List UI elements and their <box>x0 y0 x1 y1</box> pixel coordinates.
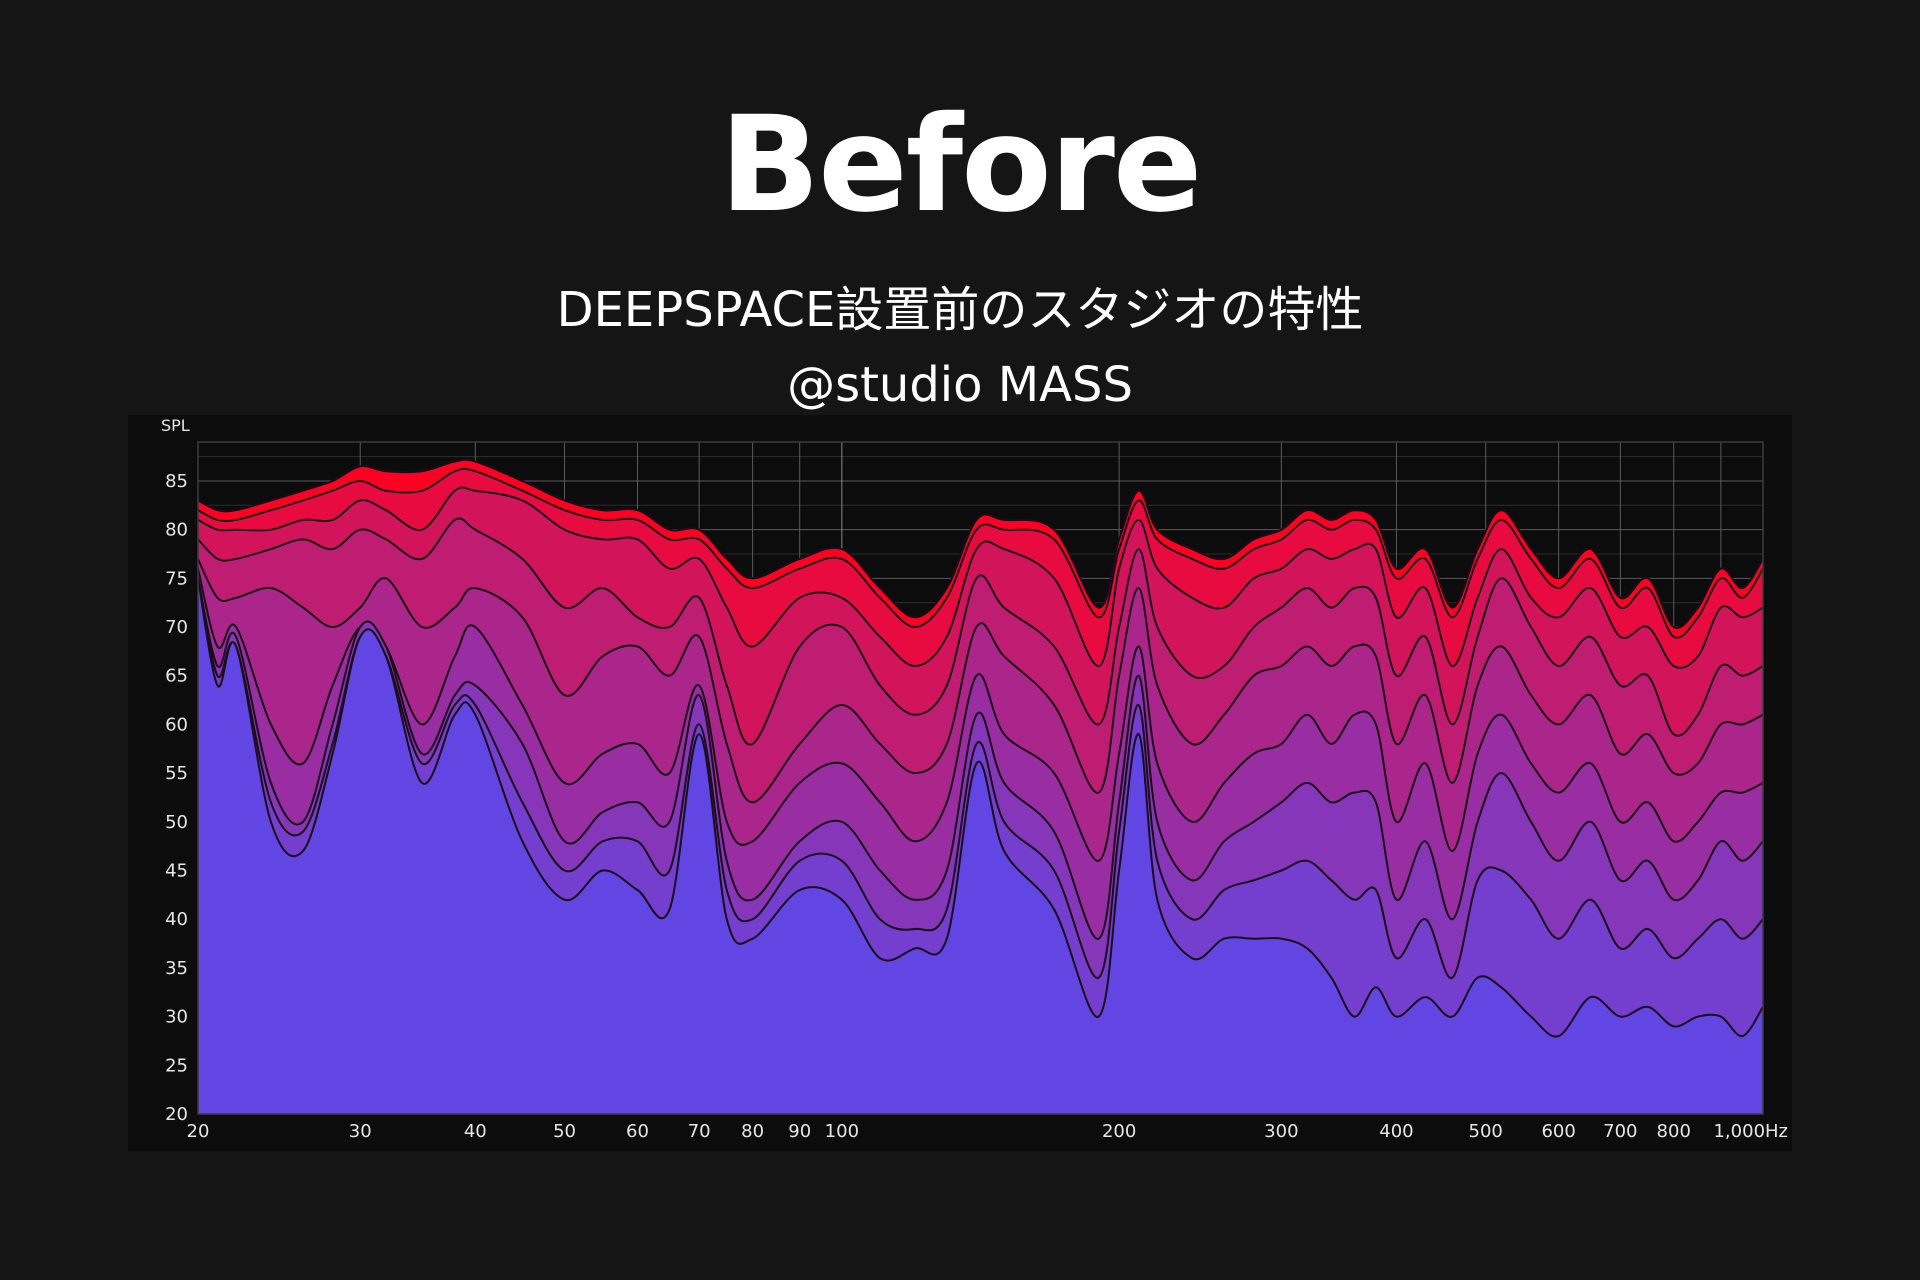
y-tick-label: 20 <box>165 1104 188 1125</box>
y-tick-label: 75 <box>165 568 188 589</box>
x-tick-label: 200 <box>1102 1121 1136 1142</box>
x-tick-label: 80 <box>741 1121 764 1142</box>
y-tick-label: 80 <box>165 520 188 541</box>
x-tick-label: 800 <box>1657 1121 1691 1142</box>
x-tick-labels: 20 30 40 50 60 70 80 90 100 200 300 400 500 600 700 800… <box>187 1121 1788 1142</box>
waterfall-slice-outline-5 <box>198 558 1763 804</box>
y-tick-label: 60 <box>165 714 188 735</box>
x-tick-label: 40 <box>464 1121 487 1142</box>
x-tick-label: 20 <box>187 1121 210 1142</box>
x-tick-label: 50 <box>553 1121 576 1142</box>
waterfall-slice-outline-9 <box>198 578 1763 1038</box>
waterfall-slice-outline-8 <box>198 578 1763 979</box>
x-tick-label: 1,000Hz <box>1713 1121 1788 1142</box>
x-tick-label: 400 <box>1379 1121 1413 1142</box>
series-layer <box>198 458 1763 1114</box>
page-subtitle: DEEPSPACE設置前のスタジオの特性 <box>556 282 1364 338</box>
y-tick-label: 40 <box>165 909 188 930</box>
y-tick-label: 35 <box>165 958 188 979</box>
page-title: Before <box>719 88 1203 242</box>
waterfall-slice-outline-2 <box>198 467 1763 639</box>
y-tick-label: 55 <box>165 763 188 784</box>
y-axis-title: SPL <box>161 416 190 435</box>
y-tick-label: 45 <box>165 861 188 882</box>
x-tick-label: 500 <box>1469 1121 1503 1142</box>
x-tick-label: 700 <box>1603 1121 1637 1142</box>
x-tick-label: 300 <box>1264 1121 1298 1142</box>
waterfall-chart: 20 25 30 35 40 45 50 55 60 65 70 75 80 85 20 30 40 50 60 7… <box>128 415 1792 1151</box>
y-tick-labels: 20 25 30 35 40 45 50 55 60 65 70 75 80 85 <box>165 471 188 1125</box>
y-tick-label: 50 <box>165 812 188 833</box>
y-tick-label: 70 <box>165 617 188 638</box>
x-tick-label: 30 <box>349 1121 372 1142</box>
waterfall-slice-outline-6 <box>198 568 1763 862</box>
studio-credit: @studio MASS <box>787 357 1133 413</box>
waterfall-chart-svg: 20 25 30 35 40 45 50 55 60 65 70 75 80 85 20 30 40 50 60 7… <box>161 416 1788 1142</box>
x-tick-label: 90 <box>788 1121 811 1142</box>
y-tick-label: 30 <box>165 1007 188 1028</box>
waterfall-slice-outline-4 <box>198 517 1763 746</box>
y-tick-label: 65 <box>165 666 188 687</box>
x-tick-label: 60 <box>626 1121 649 1142</box>
x-tick-label: 600 <box>1541 1121 1575 1142</box>
waterfall-slice-outline-7 <box>198 578 1763 940</box>
x-tick-label: 70 <box>688 1121 711 1142</box>
waterfall-slice-outline-1 <box>198 458 1763 629</box>
plot-frame <box>197 441 1764 1115</box>
y-tick-label: 25 <box>165 1055 188 1076</box>
waterfall-slice-outline-3 <box>198 486 1763 669</box>
x-tick-label: 100 <box>825 1121 859 1142</box>
y-tick-label: 85 <box>165 471 188 492</box>
waterfall-slice-9 <box>198 578 1763 1114</box>
